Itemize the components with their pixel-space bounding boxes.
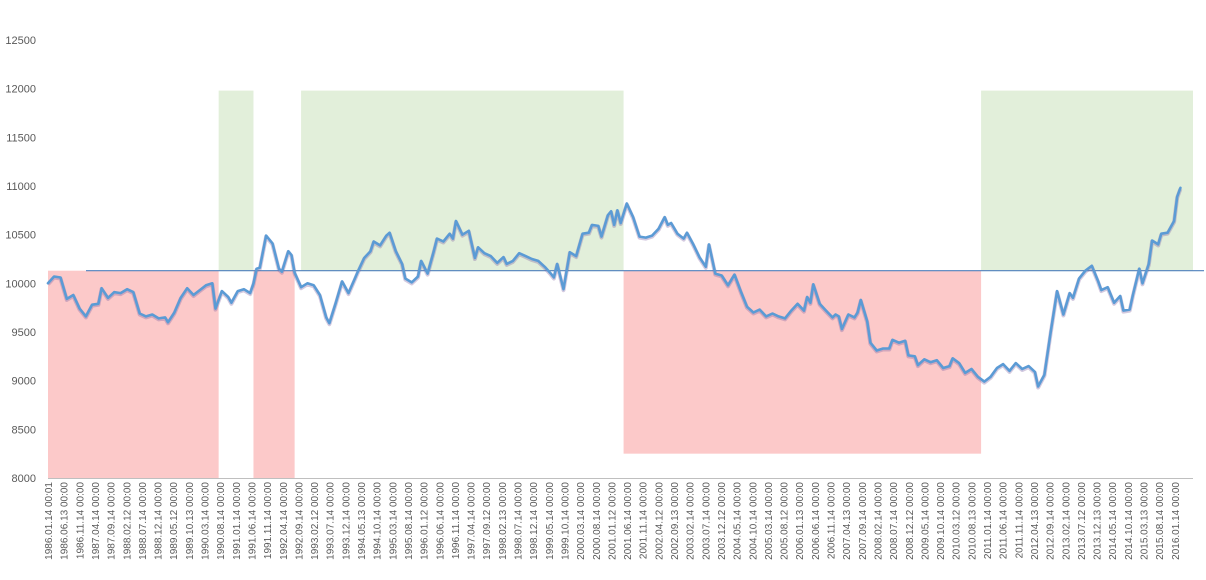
- below-region-2: [253, 271, 294, 478]
- x-tick-label: 2006.11.14 00:00: [827, 482, 838, 560]
- below-region-0: [48, 271, 219, 478]
- x-tick-label: 1991.01.14 00:00: [232, 482, 243, 560]
- y-axis: 8000 8500 9000 9500 10000 10500 11000 11500 1200…: [5, 35, 36, 485]
- x-tick-label: 2013.02.14 00:00: [1061, 482, 1072, 560]
- x-tick-label: 1991.06.14 00:00: [248, 482, 259, 560]
- x-tick-label: 1993.12.14 00:00: [341, 482, 352, 560]
- x-tick-label: 2014.10.14 00:00: [1124, 482, 1135, 560]
- x-tick-label: 1987.09.14 00:00: [107, 482, 118, 560]
- x-tick-label: 2005.08.12 00:00: [780, 482, 791, 560]
- x-tick-label: 2000.08.14 00:00: [592, 482, 603, 560]
- x-tick-label: 2011.06.14 00:00: [999, 482, 1010, 560]
- x-tick-label: 1994.05.13 00:00: [357, 482, 368, 560]
- x-tick-label: 2001.01.12 00:00: [607, 482, 618, 560]
- x-tick-label: 1989.05.12 00:00: [169, 482, 180, 560]
- x-tick-label: 2015.08.14 00:00: [1155, 482, 1166, 560]
- y-tick-label: 9500: [12, 327, 36, 339]
- y-tick-label: 9000: [12, 376, 36, 388]
- x-tick-label: 2015.03.13 00:00: [1140, 482, 1151, 560]
- x-tick-label: 2003.12.12 00:00: [717, 482, 728, 560]
- above-region-5: [981, 91, 1193, 271]
- y-tick-label: 10000: [5, 278, 36, 290]
- x-tick-label: 1999.10.14 00:00: [561, 482, 572, 560]
- x-tick-label: 1988.02.12 00:00: [122, 482, 133, 560]
- x-tick-label: 1988.12.14 00:00: [154, 482, 165, 560]
- x-tick-label: 1990.03.14 00:00: [201, 482, 212, 560]
- x-tick-label: 2004.05.14 00:00: [733, 482, 744, 560]
- x-tick-label: 1996.11.14 00:00: [451, 482, 462, 560]
- x-tick-label: 2008.12.12 00:00: [905, 482, 916, 560]
- x-tick-label: 1999.05.14 00:00: [545, 482, 556, 560]
- x-tick-label: 2012.04.13 00:00: [1030, 482, 1041, 560]
- y-tick-label: 12500: [5, 35, 36, 47]
- x-tick-label: 2010.08.13 00:00: [967, 482, 978, 560]
- x-tick-label: 2001.06.14 00:00: [623, 482, 634, 560]
- x-tick-label: 2011.11.14 00:00: [1014, 482, 1025, 559]
- shaded-regions: [48, 91, 1193, 478]
- x-tick-label: 1986.06.13 00:00: [60, 482, 71, 560]
- x-tick-label: 2006.01.13 00:00: [795, 482, 806, 560]
- x-tick-label: 1991.11.14 00:00: [263, 482, 274, 560]
- x-tick-label: 2013.12.13 00:00: [1093, 482, 1104, 560]
- y-tick-label: 8500: [12, 424, 36, 436]
- x-tick-label: 2005.03.14 00:00: [764, 482, 775, 560]
- x-tick-label: 1995.08.14 00:00: [404, 482, 415, 560]
- x-tick-label: 2007.04.13 00:00: [842, 482, 853, 560]
- x-tick-label: 2010.03.12 00:00: [952, 482, 963, 560]
- above-region-3: [301, 91, 623, 271]
- y-tick-label: 12000: [5, 84, 36, 96]
- x-tick-label: 1996.01.12 00:00: [420, 482, 431, 560]
- x-tick-label: 1992.09.14 00:00: [294, 482, 305, 560]
- y-tick-label: 11500: [6, 132, 36, 144]
- x-tick-label: 2007.09.14 00:00: [858, 482, 869, 560]
- x-tick-label: 2002.04.12 00:00: [654, 482, 665, 560]
- x-tick-label: 2002.09.13 00:00: [670, 482, 681, 560]
- x-tick-label: 1987.04.14 00:00: [91, 482, 102, 560]
- x-tick-label: 1993.02.12 00:00: [310, 482, 321, 560]
- x-tick-label: 1998.07.14 00:00: [514, 482, 525, 560]
- x-tick-label: 2003.07.14 00:00: [701, 482, 712, 560]
- x-tick-label: 1993.07.14 00:00: [326, 482, 337, 560]
- x-tick-label: 1994.10.14 00:00: [373, 482, 384, 560]
- x-tick-label: 2014.05.14 00:00: [1108, 482, 1119, 560]
- x-tick-label: 2013.07.12 00:00: [1077, 482, 1088, 560]
- x-tick-label: 1998.12.14 00:00: [529, 482, 540, 560]
- x-tick-label: 1988.07.14 00:00: [138, 482, 149, 560]
- x-tick-label: 2008.07.14 00:00: [889, 482, 900, 560]
- x-tick-label: 2003.02.14 00:00: [686, 482, 697, 560]
- x-tick-label: 2006.06.14 00:00: [811, 482, 822, 560]
- above-region-1: [219, 91, 254, 271]
- x-tick-label: 1995.03.14 00:00: [388, 482, 399, 560]
- x-tick-label: 2004.10.14 00:00: [748, 482, 759, 560]
- x-tick-label: 1997.09.12 00:00: [482, 482, 493, 560]
- x-tick-label: 1990.08.14 00:00: [216, 482, 227, 560]
- x-tick-label: 2008.02.14 00:00: [874, 482, 885, 560]
- x-tick-label: 2011.01.14 00:00: [983, 482, 994, 560]
- y-tick-label: 11000: [6, 181, 36, 193]
- x-tick-label: 1998.02.13 00:00: [498, 482, 509, 560]
- y-tick-label: 10500: [5, 230, 36, 242]
- x-tick-label: 2012.09.14 00:00: [1046, 482, 1057, 560]
- x-tick-label: 1996.06.14 00:00: [435, 482, 446, 560]
- x-tick-label: 2016.01.14 00:00: [1171, 482, 1182, 560]
- x-tick-label: 2009.10.14 00:00: [936, 482, 947, 560]
- x-tick-label: 2009.05.14 00:00: [920, 482, 931, 560]
- x-tick-label: 1997.04.14 00:00: [467, 482, 478, 560]
- x-tick-label: 2000.03.14 00:00: [576, 482, 587, 560]
- x-tick-label: 1989.10.13 00:00: [185, 482, 196, 560]
- y-tick-label: 8000: [12, 473, 36, 485]
- x-tick-label: 2001.11.14 00:00: [639, 482, 650, 560]
- x-tick-label: 1986.01.14 00:01: [44, 482, 55, 560]
- x-tick-label: 1986.11.14 00:00: [75, 482, 86, 560]
- x-axis: 1986.01.14 00:01 1986.06.13 00:00 1986.11.…: [44, 482, 1182, 560]
- x-tick-label: 1992.04.14 00:00: [279, 482, 290, 560]
